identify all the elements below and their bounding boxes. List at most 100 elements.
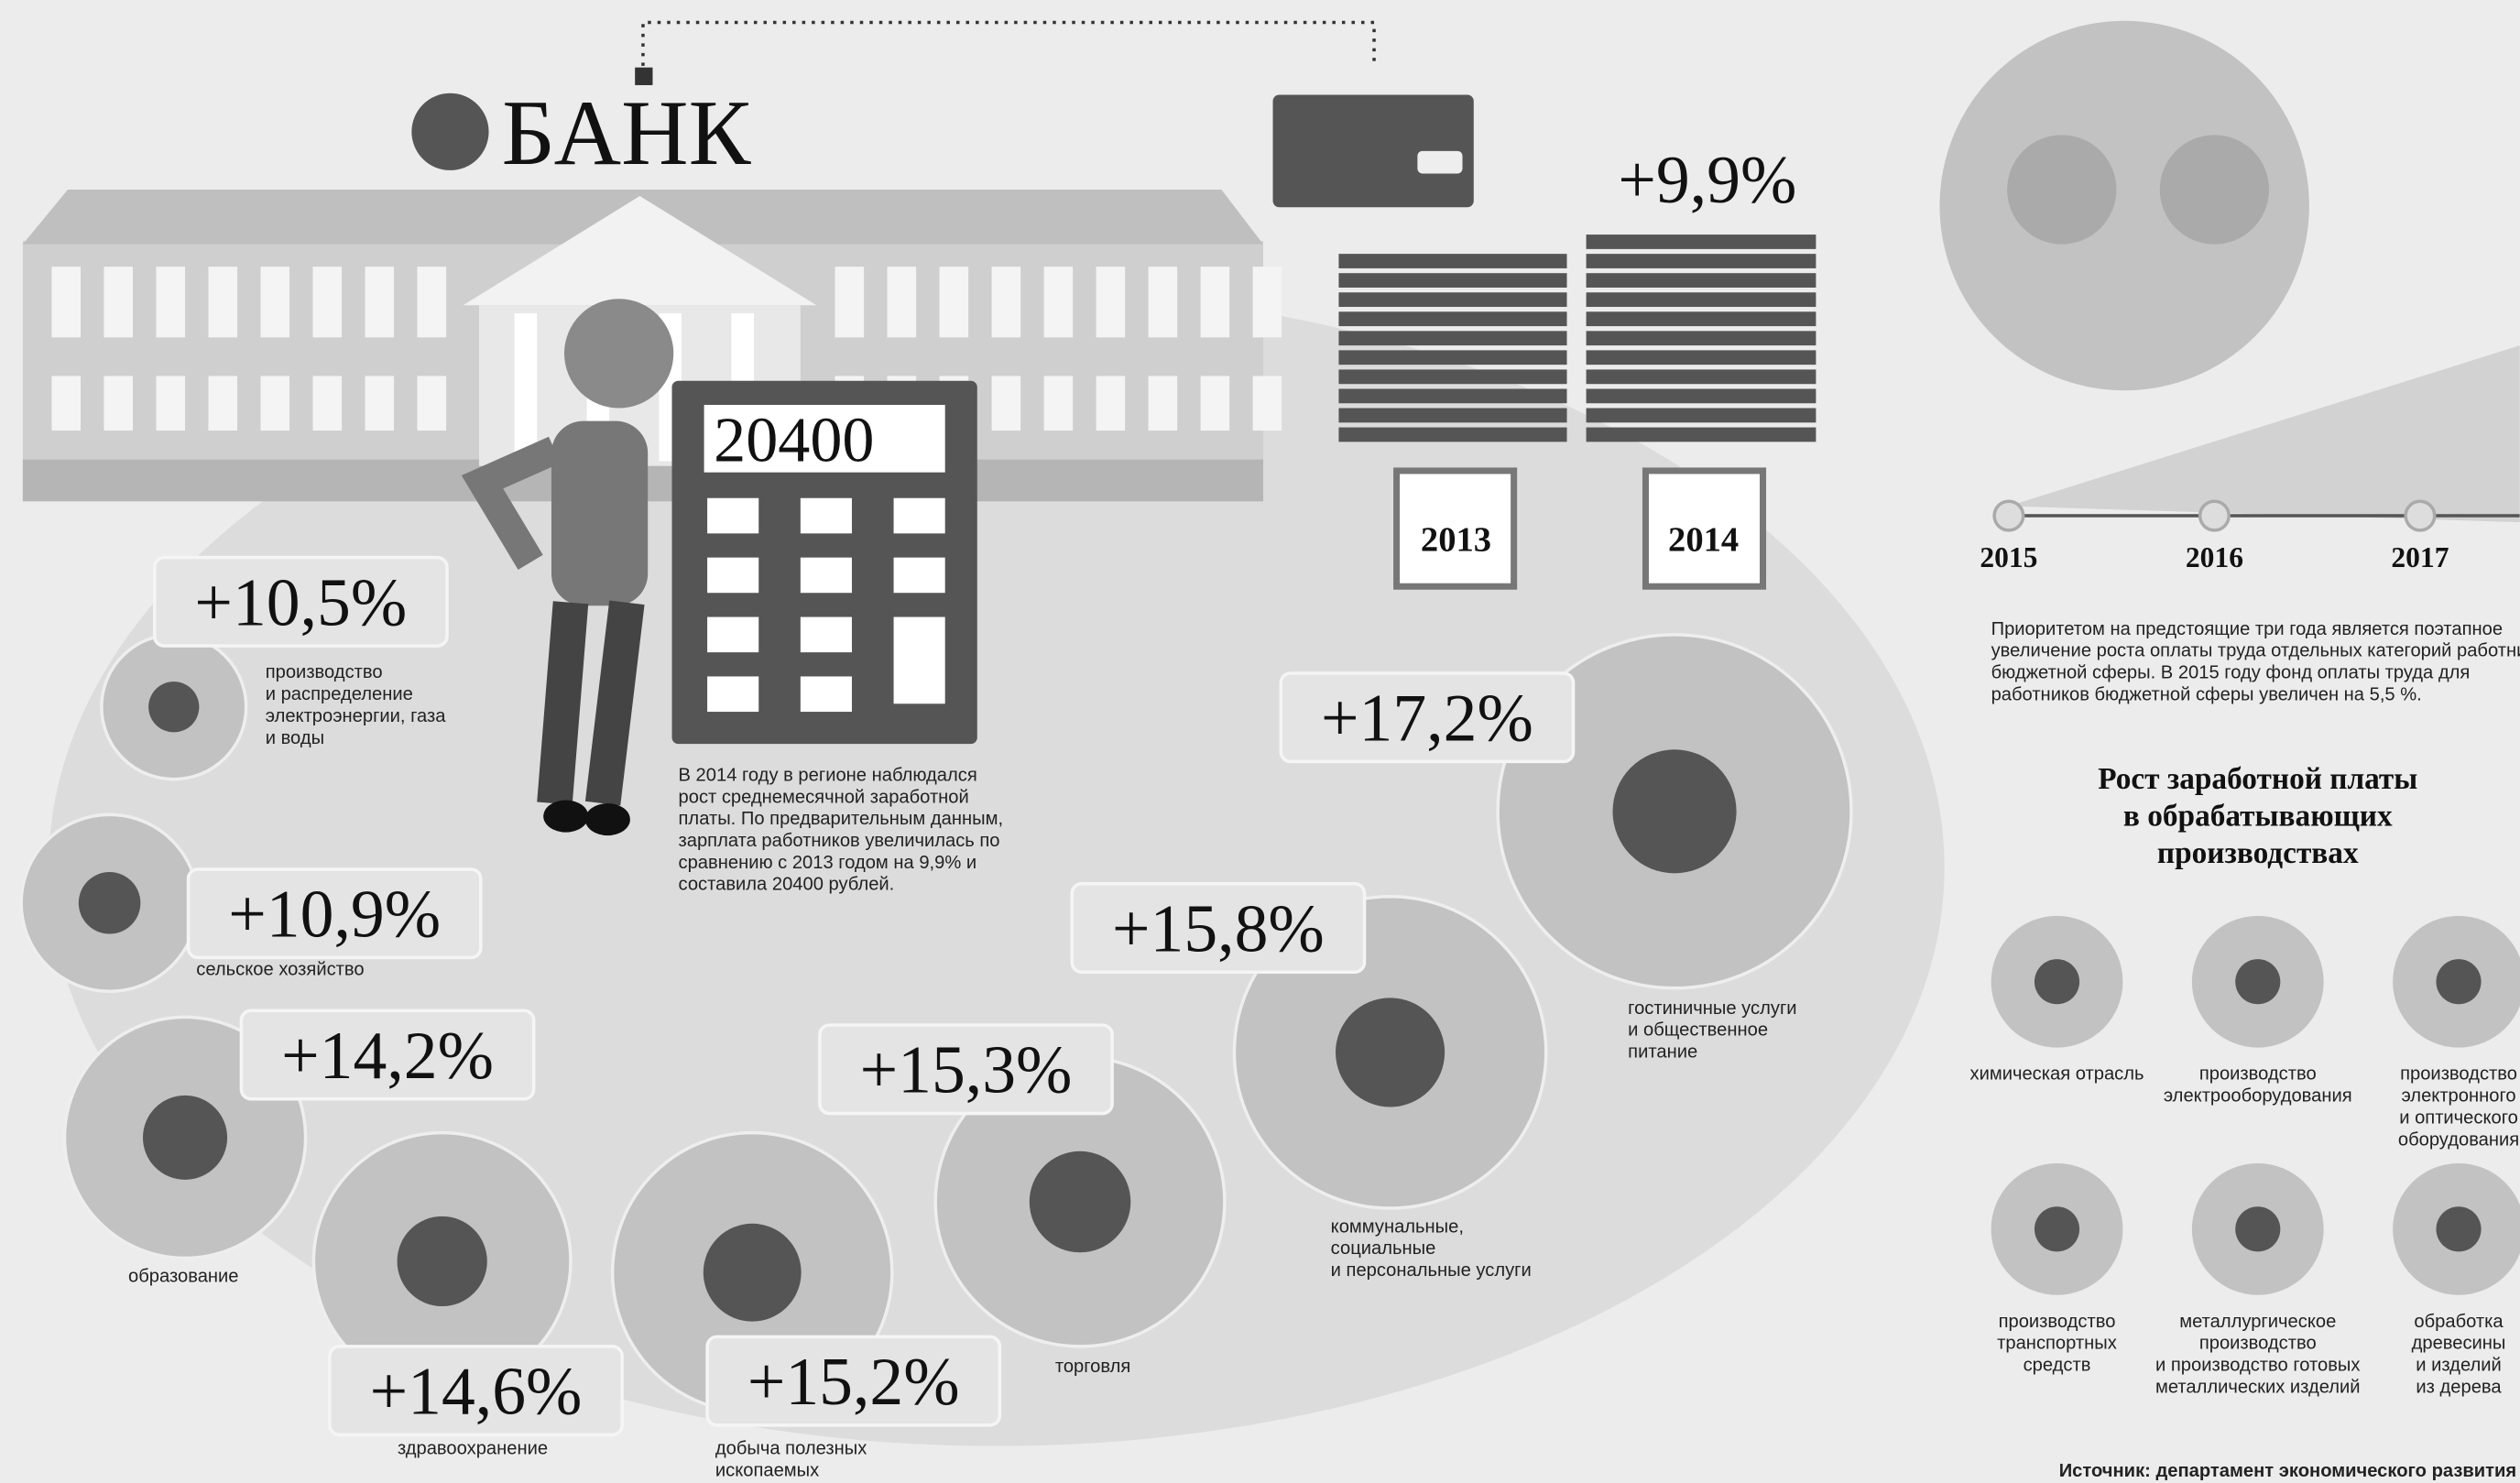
label-line: транспортных [1997,1334,2117,1354]
label-line: образование [128,1267,238,1287]
sector-icon [1612,749,1737,874]
bank-name: БАНК [502,82,752,185]
label-line: ископаемых [715,1460,819,1480]
salary: 20400 [714,404,874,475]
arrow-end [635,67,653,85]
label-line: добыча полезных [715,1438,867,1458]
wedge [2008,345,2520,523]
bill [1338,273,1567,288]
label-line: коммунальные, [1331,1216,1464,1237]
sector-percent: +17,2% [1321,681,1533,756]
label-line: производствах [2157,836,2359,870]
label-line: работников бюджетной сферы увеличен на 5… [1991,684,2422,704]
industry-icon [2436,959,2482,1005]
window [417,376,447,431]
label-line: древесины [2412,1334,2506,1354]
sector-icon [1029,1150,1131,1253]
window [104,267,134,338]
bill [1586,234,1816,249]
bill [1338,254,1567,268]
label-line: производство [2400,1064,2517,1085]
label-line: производство [2199,1334,2317,1354]
window [312,376,343,431]
window [51,267,82,338]
year: 2014 [1668,521,1739,560]
label-line: оборудования [2398,1129,2519,1150]
label-line: производство [2199,1064,2317,1085]
window [1252,376,1282,431]
window [312,267,343,338]
sector-percent: +15,3% [860,1032,1073,1107]
bill [1338,369,1567,385]
sector-icon [703,1223,802,1322]
label-line: средств [2024,1356,2091,1376]
label-line: и персональные услуги [1331,1260,1532,1281]
industry-icon [2235,1206,2281,1252]
label-line: электроэнергии, газа [266,706,447,726]
label-line: бюджетной сферы. В 2015 году фонд оплаты… [1991,663,2471,683]
label-line: рост среднемесячной заработной [679,787,969,807]
window [1148,376,1178,431]
window [991,376,1021,431]
bill [1338,408,1567,423]
money-stacks [1338,234,1816,442]
sector-icon [78,872,141,934]
face [2159,135,2270,245]
bank-logo [411,93,489,170]
label-line: и распределение [266,684,413,704]
timeline-dot [1992,499,2025,532]
sector-icon [397,1216,487,1307]
label-line: питание [1628,1042,1697,1063]
sector-icon [1336,998,1445,1107]
key [893,616,945,704]
sector-percent: +14,6% [370,1354,583,1429]
window [1148,267,1178,338]
window [1043,376,1074,431]
label-line: и общественное [1628,1020,1768,1041]
percent-box [152,555,449,648]
label-line: производство [266,662,383,682]
industry-icon [2034,1206,2080,1252]
label-line: сельское хозяйство [196,960,364,980]
window [208,376,238,431]
plan-year: 2015 [1980,541,2037,573]
sector-percent: +15,8% [1112,890,1325,965]
percent-box [186,867,483,960]
label-line: Рост заработной платы [2098,762,2417,796]
year: 2013 [1421,521,1491,560]
key [800,557,852,594]
key [800,676,852,713]
bill [1586,292,1816,308]
label-line: химическая отрасль [1970,1064,2144,1085]
content: 2013 2014 В 2014 году в регионе наблюдался… [19,20,2520,1481]
window [156,267,186,338]
label-line: сравнению с 2013 годом на 9,9% и [679,853,977,873]
percent-box [1070,881,1367,974]
calculator-screen [704,405,945,473]
label-line: обработка [2414,1312,2504,1332]
window [835,267,865,338]
key [800,497,852,534]
calculator-keys [707,497,945,713]
window [156,376,186,431]
label-line: В 2014 году в регионе наблюдался [679,765,977,785]
column [514,313,538,462]
percent-box [328,1345,624,1437]
window [365,267,395,338]
window [260,376,290,431]
sector-percent: +10,5% [194,564,407,639]
bill [1338,388,1567,404]
bill [1338,331,1567,346]
label-line: металлических изделий [2155,1377,2361,1397]
bill [1586,273,1816,288]
bill [1586,350,1816,365]
bill [1586,254,1816,268]
sector-percent: +10,9% [228,877,441,952]
label-line: гостиничные услуги [1628,998,1796,1019]
timeline-dot [2404,499,2437,532]
label-line: металлургическое [2179,1312,2336,1332]
window [104,376,134,431]
card [1272,94,1474,208]
card-chip [1417,150,1463,174]
